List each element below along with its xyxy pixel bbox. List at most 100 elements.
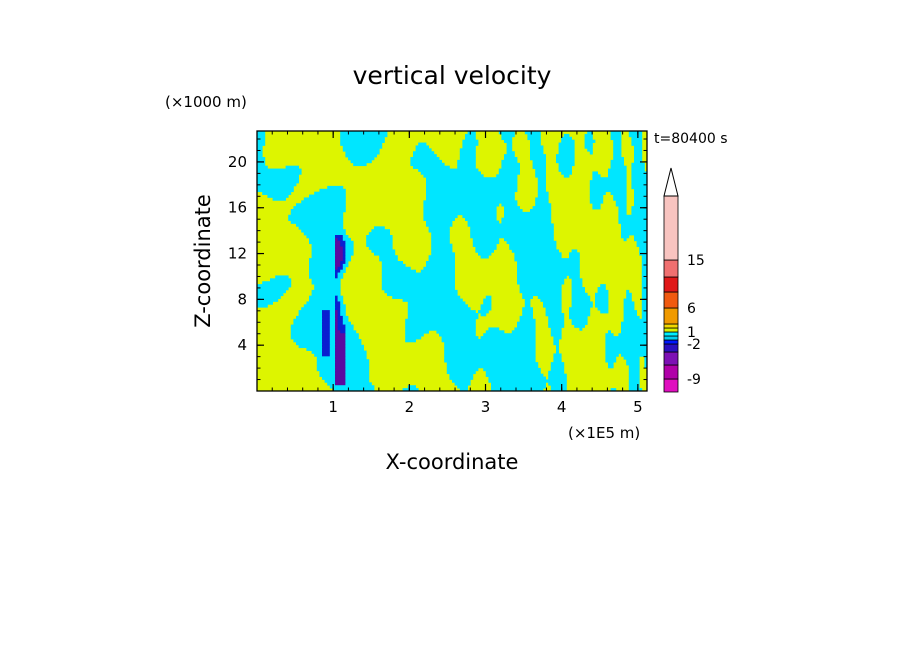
- field-patch: [322, 333, 331, 337]
- field-patch: [431, 237, 450, 242]
- field-patch: [631, 171, 647, 175]
- field-patch: [350, 159, 372, 164]
- field-patch: [553, 359, 562, 363]
- field-patch: [329, 350, 336, 354]
- field-patch: [446, 365, 539, 369]
- field-patch: [293, 206, 346, 210]
- field-patch: [517, 278, 565, 282]
- field-patch: [428, 258, 455, 262]
- field-patch: [444, 347, 536, 351]
- field-patch: [569, 310, 591, 314]
- y-axis-label: Z-coordinate: [191, 194, 215, 328]
- field-patch: [314, 287, 341, 291]
- field-patch: [532, 162, 546, 167]
- field-patch: [548, 324, 565, 328]
- field-patch: [621, 353, 647, 357]
- field-patch: [322, 310, 331, 314]
- field-patch: [441, 339, 536, 343]
- colorbar-tick-label: 1: [687, 325, 696, 341]
- field-patch: [535, 197, 549, 201]
- field-patch: [345, 240, 354, 245]
- field-patch: [322, 339, 331, 343]
- field-patch: [423, 266, 455, 271]
- field-patch: [618, 206, 627, 210]
- field-patch: [613, 139, 622, 143]
- field-patch: [441, 336, 479, 340]
- field-patch: [345, 339, 362, 343]
- field-patch: [579, 327, 583, 331]
- field-patch: [550, 362, 565, 366]
- field-patch: [335, 367, 346, 372]
- field-patch: [626, 289, 630, 294]
- field-patch: [309, 240, 336, 245]
- field-patch: [327, 382, 336, 386]
- velocity-field: [257, 131, 647, 391]
- field-patch: [342, 246, 346, 250]
- chart-title: vertical velocity: [353, 61, 552, 90]
- field-patch: [634, 157, 643, 161]
- field-patch: [470, 226, 554, 230]
- field-patch: [311, 281, 341, 285]
- field-patch: [556, 347, 559, 351]
- field-patch: [634, 159, 643, 164]
- field-patch: [257, 145, 263, 149]
- field-patch: [345, 246, 354, 250]
- field-patch: [613, 151, 622, 155]
- field-patch: [561, 136, 572, 141]
- field-patch: [257, 301, 273, 305]
- field-patch: [644, 356, 647, 360]
- time-label: t=80400 s: [654, 131, 728, 147]
- field-patch: [548, 370, 565, 375]
- field-patch: [335, 315, 338, 320]
- field-patch: [290, 327, 323, 331]
- field-patch: [548, 321, 565, 325]
- field-patch: [641, 281, 647, 285]
- field-patch: [337, 298, 344, 302]
- field-patch: [340, 261, 346, 265]
- field-patch: [257, 171, 302, 175]
- field-patch: [595, 292, 609, 297]
- field-patch: [519, 289, 562, 294]
- y-axis: 4 8 12 16 20: [228, 138, 647, 381]
- field-patch: [303, 304, 336, 308]
- field-patch: [641, 284, 647, 288]
- field-patch: [524, 131, 541, 135]
- field-patch: [553, 353, 562, 357]
- field-patch: [316, 359, 336, 363]
- field-patch: [613, 145, 622, 149]
- field-patch: [548, 382, 567, 386]
- field-patch: [631, 183, 647, 187]
- field-patch: [381, 266, 411, 271]
- field-patch: [514, 252, 562, 256]
- field-patch: [423, 200, 518, 204]
- field-patch: [335, 336, 346, 340]
- field-patch: [535, 174, 546, 178]
- field-patch: [452, 379, 471, 383]
- field-patch: [306, 301, 336, 305]
- field-patch: [457, 159, 476, 164]
- field-patch: [340, 307, 346, 311]
- field-patch: [623, 237, 627, 242]
- field-patch: [345, 252, 354, 256]
- field-patch: [600, 310, 609, 314]
- field-patch: [329, 321, 336, 325]
- field-patch: [537, 188, 546, 193]
- field-patch: [345, 382, 372, 386]
- field-patch: [257, 151, 263, 155]
- field-patch: [444, 359, 536, 363]
- field-patch: [345, 243, 354, 247]
- field-patch: [337, 324, 346, 328]
- field-patch: [641, 258, 647, 262]
- field-patch: [571, 284, 583, 288]
- field-patch: [517, 263, 580, 268]
- field-patch: [293, 318, 323, 323]
- field-patch: [641, 313, 647, 317]
- field-patch: [329, 315, 336, 320]
- colorbar-swatch: [663, 331, 679, 337]
- field-patch: [501, 217, 552, 221]
- field-patch: [340, 243, 346, 247]
- field-patch: [571, 298, 591, 302]
- field-patch: [309, 266, 336, 271]
- field-patch: [431, 252, 455, 256]
